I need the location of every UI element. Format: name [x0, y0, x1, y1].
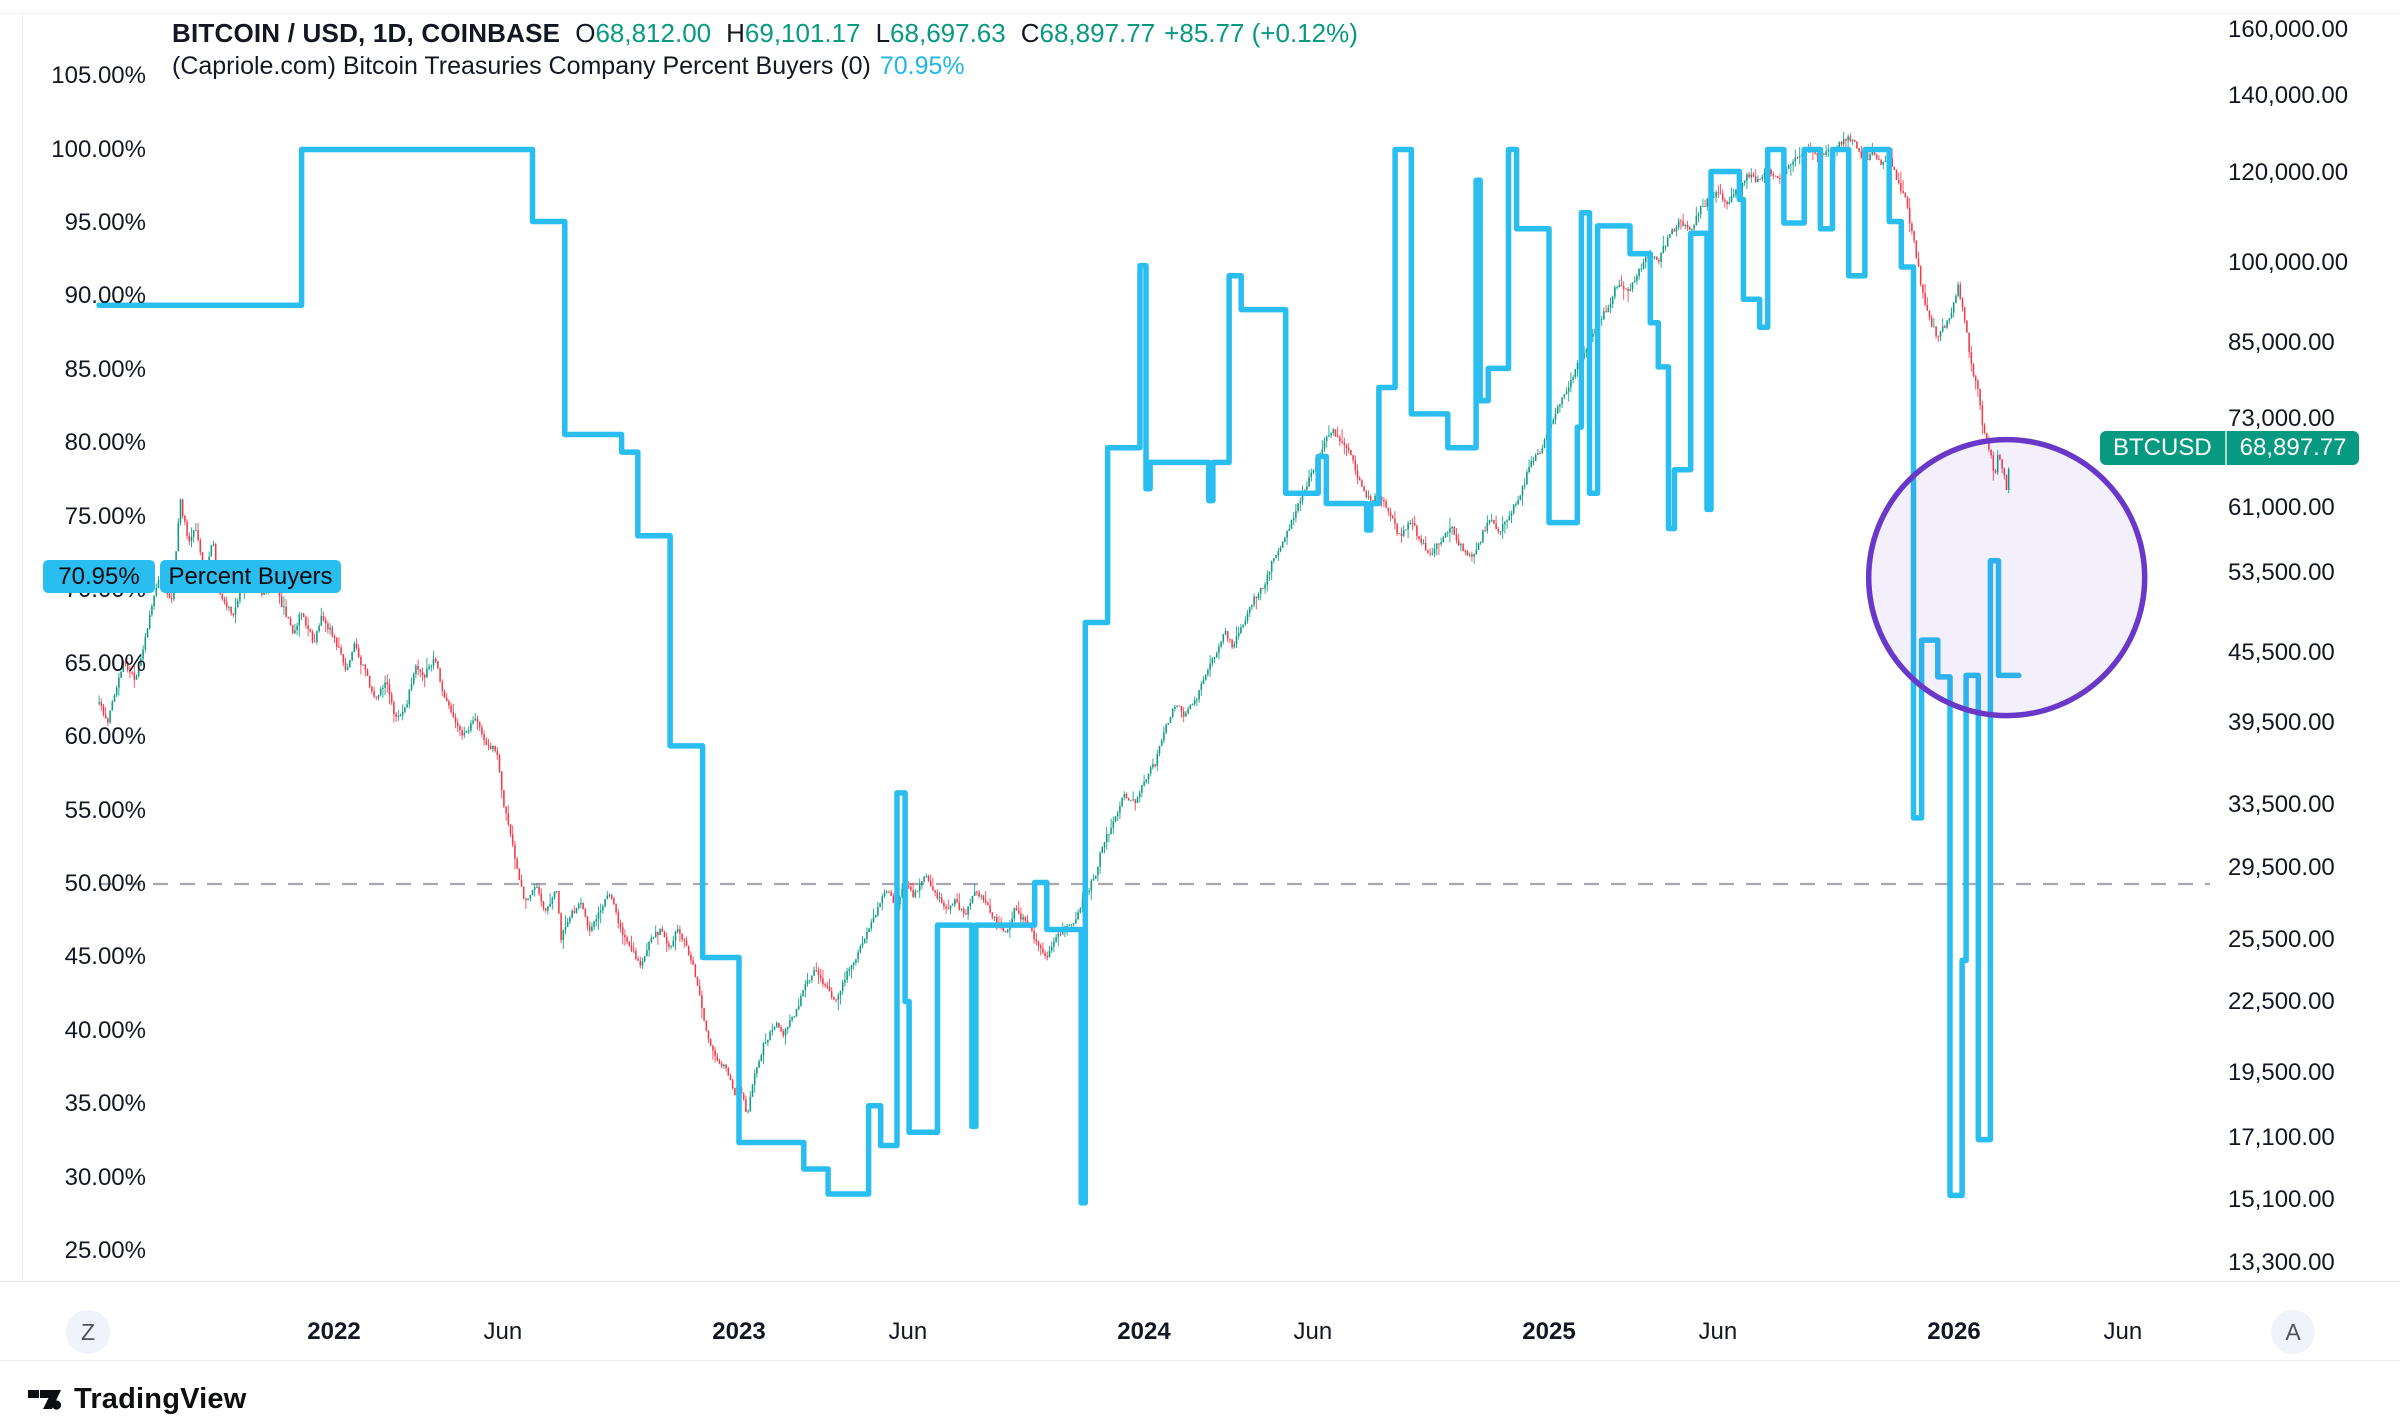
time-axis-label: 2024	[1117, 1318, 1171, 1345]
right-axis-label: 39,500.00	[2228, 709, 2335, 737]
low-value: L68,697.63	[875, 17, 1006, 48]
left-price-scale[interactable]: 105.00% 100.00% 95.00% 90.00% 85.00% 80.00% 75…	[0, 0, 146, 1281]
percent-buyers-value-badge: 70.95%	[43, 560, 155, 594]
btcusd-badge-symbol: BTCUSD	[2113, 433, 2212, 461]
candlestick-series	[98, 132, 2010, 1114]
left-axis-label: 55.00%	[64, 796, 146, 824]
right-axis-label: 45,500.00	[2228, 639, 2335, 667]
left-axis-label: 50.00%	[64, 870, 146, 897]
left-axis-label: 105.00%	[51, 62, 146, 90]
left-axis-label: 35.00%	[64, 1090, 146, 1118]
left-axis-label: 65.00%	[64, 649, 146, 677]
right-axis-label: 25,500.00	[2228, 926, 2335, 954]
symbol-title[interactable]: BITCOIN / USD, 1D, COINBASE	[172, 17, 561, 48]
time-axis-label: Jun	[1293, 1318, 1333, 1345]
time-axis-label: Jun	[888, 1318, 928, 1345]
high-value: H69,101.17	[726, 17, 861, 48]
left-axis-label: 80.00%	[64, 429, 146, 457]
left-axis-label: 30.00%	[64, 1163, 146, 1191]
time-axis-divider	[0, 1281, 2400, 1282]
right-axis-label: 120,000.00	[2228, 158, 2349, 186]
left-axis-label: 95.00%	[64, 208, 146, 236]
change-value: +85.77 (+0.12%)	[1164, 17, 1358, 48]
time-axis-label: 2023	[712, 1318, 766, 1345]
tradingview-attribution[interactable]: TradingView	[28, 1382, 247, 1416]
time-axis-label: Jun	[2103, 1318, 2143, 1345]
indicator-value: 70.95%	[879, 51, 965, 80]
tradingview-brand-text: TradingView	[74, 1382, 247, 1415]
open-value: O68,812.00	[575, 17, 712, 48]
right-axis-label: 53,500.00	[2228, 558, 2335, 586]
right-axis-label: 19,500.00	[2228, 1059, 2335, 1087]
time-axis-label: 2022	[307, 1318, 361, 1345]
btcusd-badge-divider	[2224, 430, 2227, 465]
left-axis-label: 40.00%	[64, 1016, 146, 1044]
right-axis-label: 33,500.00	[2228, 790, 2335, 818]
left-axis-label: 60.00%	[64, 723, 146, 751]
right-axis-label: 13,300.00	[2228, 1248, 2335, 1276]
attribution-divider	[0, 1360, 2400, 1361]
right-axis-label: 15,100.00	[2228, 1185, 2335, 1213]
left-scale-divider	[22, 14, 23, 1281]
btcusd-badge-price: 68,897.77	[2239, 433, 2347, 461]
time-axis-label: 2025	[1522, 1318, 1576, 1345]
right-axis-label: 22,500.00	[2228, 988, 2335, 1016]
annotation-circle[interactable]	[1865, 436, 2148, 719]
percent-buyers-step-line	[96, 146, 2022, 1206]
percent-buyers-label-badge: Percent Buyers	[160, 560, 341, 594]
top-divider	[0, 13, 2400, 14]
right-axis-label: 73,000.00	[2228, 404, 2335, 432]
indicator-title[interactable]: (Capriole.com) Bitcoin Treasuries Compan…	[172, 51, 871, 80]
left-axis-label: 100.00%	[51, 135, 146, 163]
right-axis-label: 140,000.00	[2228, 82, 2349, 110]
right-axis-label: 100,000.00	[2228, 248, 2349, 276]
right-axis-label: 17,100.00	[2228, 1124, 2335, 1152]
chart-legend: BITCOIN / USD, 1D, COINBASE O68,812.00 H…	[172, 18, 1358, 80]
right-axis-label: 85,000.00	[2228, 329, 2335, 357]
time-axis-label: Jun	[1698, 1318, 1738, 1345]
close-value: C68,897.77	[1020, 17, 1156, 48]
tradingview-logo-icon	[28, 1390, 62, 1410]
scroll-right-hotkey-button[interactable]: A	[2271, 1310, 2315, 1354]
btcusd-price-badge: BTCUSD 68,897.77	[2100, 430, 2360, 465]
left-axis-label: 25.00%	[64, 1237, 146, 1265]
scroll-left-hotkey-button[interactable]: Z	[66, 1310, 110, 1354]
left-axis-label: 85.00%	[64, 355, 146, 383]
left-axis-label: 45.00%	[64, 943, 146, 971]
right-axis-label: 29,500.00	[2228, 853, 2335, 881]
right-price-scale[interactable]: 160,000.00 140,000.00 120,000.00 100,000.00…	[2228, 0, 2400, 1281]
time-axis-label: 2026	[1927, 1318, 1981, 1345]
time-axis-label: Jun	[483, 1318, 523, 1345]
right-axis-label: 160,000.00	[2228, 15, 2349, 43]
left-axis-label: 75.00%	[64, 502, 146, 530]
right-axis-label: 61,000.00	[2228, 493, 2335, 521]
left-axis-label: 90.00%	[64, 282, 146, 310]
